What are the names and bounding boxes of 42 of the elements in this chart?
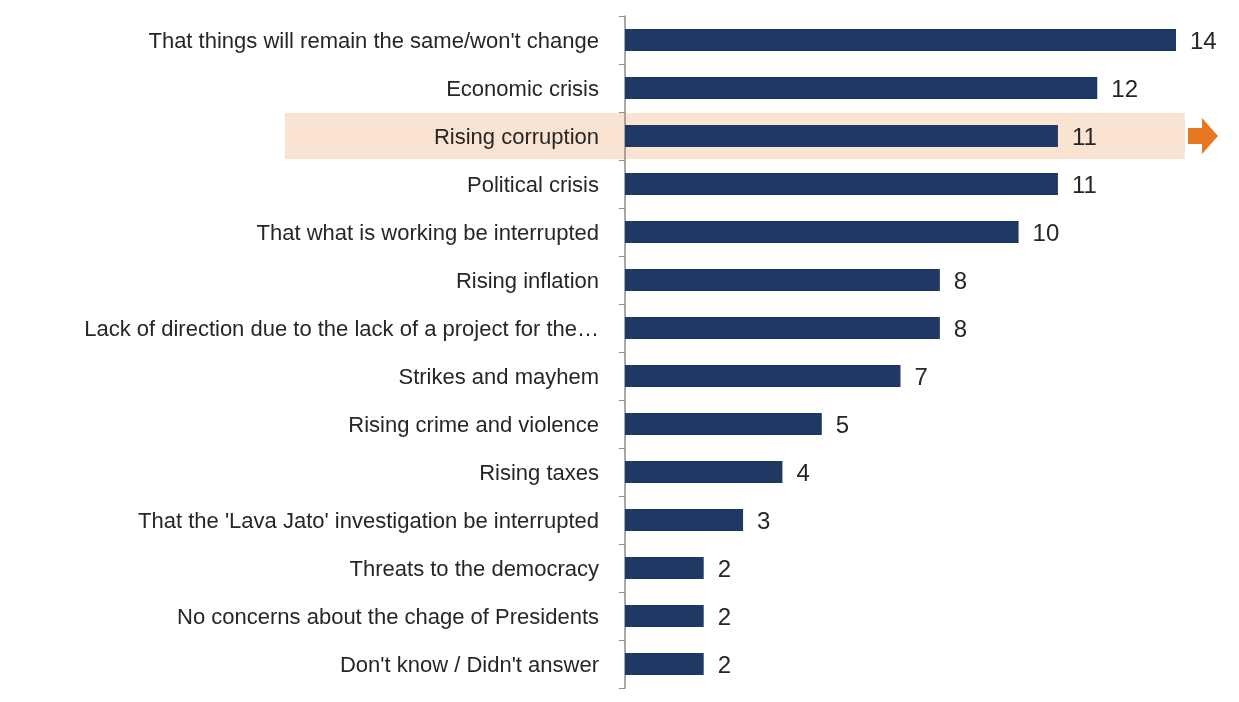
data-label: 10: [1032, 218, 1060, 246]
y-tick-label: No concerns about the chage of Presidents: [177, 603, 599, 629]
y-tick-label: That things will remain the same/won't change: [148, 27, 599, 53]
data-label: 5: [835, 410, 850, 438]
y-tick-label: Don't know / Didn't answer: [339, 651, 599, 677]
bar: [625, 77, 1098, 99]
bar: [625, 365, 901, 387]
bar: [625, 557, 704, 579]
y-tick-label: Rising taxes: [479, 459, 599, 485]
bar: [625, 221, 1019, 243]
y-tick-label: Lack of direction due to the lack of a project for the…: [84, 315, 599, 341]
bar: [625, 173, 1058, 195]
y-tick-label: That the 'Lava Jato' investigation be interrupted: [138, 507, 599, 533]
bar: [625, 125, 1058, 147]
bar: [625, 461, 783, 483]
bar: [625, 29, 1176, 51]
bar: [625, 509, 744, 531]
data-label: 4: [796, 458, 810, 486]
data-label: 2: [717, 554, 732, 582]
y-tick-label: Threats to the democracy: [349, 555, 599, 581]
data-label: 2: [717, 602, 732, 630]
bar: [625, 605, 704, 627]
data-label: 3: [757, 506, 771, 534]
y-tick-label: Rising inflation: [455, 267, 599, 293]
y-tick-label: Political crisis: [466, 171, 599, 197]
data-label: 11: [1071, 122, 1097, 150]
data-label: 2: [717, 650, 732, 678]
bar: [625, 413, 822, 435]
data-label: 11: [1071, 170, 1097, 198]
data-label: 14: [1190, 26, 1217, 54]
y-tick-label: Strikes and mayhem: [398, 363, 599, 389]
data-label: 8: [953, 266, 968, 294]
y-tick-label: Economic crisis: [446, 75, 599, 101]
data-label: 12: [1111, 74, 1138, 102]
data-label: 8: [953, 314, 968, 342]
bar: [625, 317, 940, 339]
y-tick-label: That what is working be interrupted: [256, 219, 599, 245]
bar: [625, 269, 940, 291]
y-tick-label: Rising crime and violence: [348, 411, 599, 437]
data-label: 7: [914, 362, 928, 390]
y-tick-label: Rising corruption: [433, 123, 599, 149]
bar: [625, 653, 704, 675]
